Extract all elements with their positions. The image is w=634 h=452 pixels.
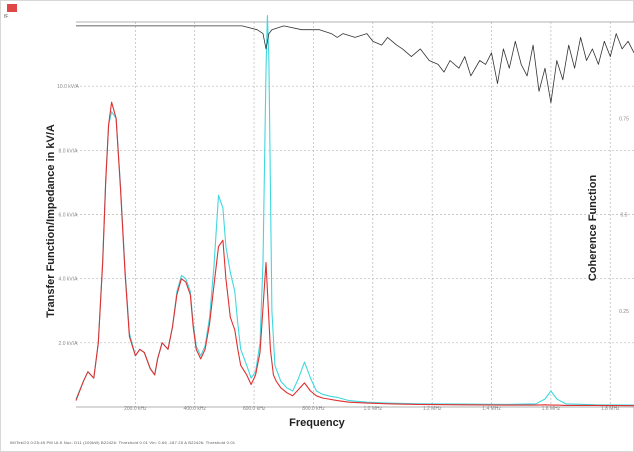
x-tick-label: 600.0 kHz (243, 406, 266, 412)
tick-labels: 200.0 kHz 400.0 kHz 600.0 kHz 800.0 kHz 1.0 … (57, 84, 629, 412)
y-right-tick-label: 0.75 (619, 116, 629, 122)
y-axis-label-right: Coherence Function (587, 174, 599, 282)
x-tick-label: 1.8 MHz (601, 406, 620, 412)
y-left-tick-label: 10.0 kV/A (57, 84, 79, 90)
x-tick-label: 1.6 MHz (542, 406, 561, 412)
y-left-tick-label: 8.0 kV/A (59, 148, 79, 154)
series-lines (75, 15, 634, 407)
y-left-tick-label: 2.0 kV/A (59, 341, 79, 347)
baselines (76, 21, 634, 408)
x-tick-label: 1.0 MHz (363, 406, 382, 412)
x-axis-label: Frequency (289, 417, 345, 429)
y-right-tick-label: 0.5 (621, 213, 628, 219)
y-left-tick-label: 6.0 kV/A (59, 213, 79, 219)
corner-label: fF (4, 14, 9, 20)
x-tick-label: 400.0 kHz (183, 406, 206, 412)
y-axis-label-left: Transfer Function/Impedance in kV/A (45, 124, 57, 318)
app-logo-icon (7, 4, 17, 12)
x-tick-label: 800.0 kHz (302, 406, 325, 412)
plot-area (76, 22, 634, 407)
x-tick-label: 1.4 MHz (482, 406, 501, 412)
y-left-tick-label: 4.0 kV/A (59, 277, 79, 283)
y-right-tick-label: 0.25 (619, 309, 629, 315)
status-bar: IM/Tek/23 0:25:45 PM ULK Nuc: D11 (100kW… (10, 440, 236, 445)
coherence-line (76, 25, 634, 104)
transfer-function-red-line (75, 101, 634, 407)
x-tick-label: 1.2 MHz (423, 406, 442, 412)
x-tick-label: 200.0 kHz (124, 406, 147, 412)
